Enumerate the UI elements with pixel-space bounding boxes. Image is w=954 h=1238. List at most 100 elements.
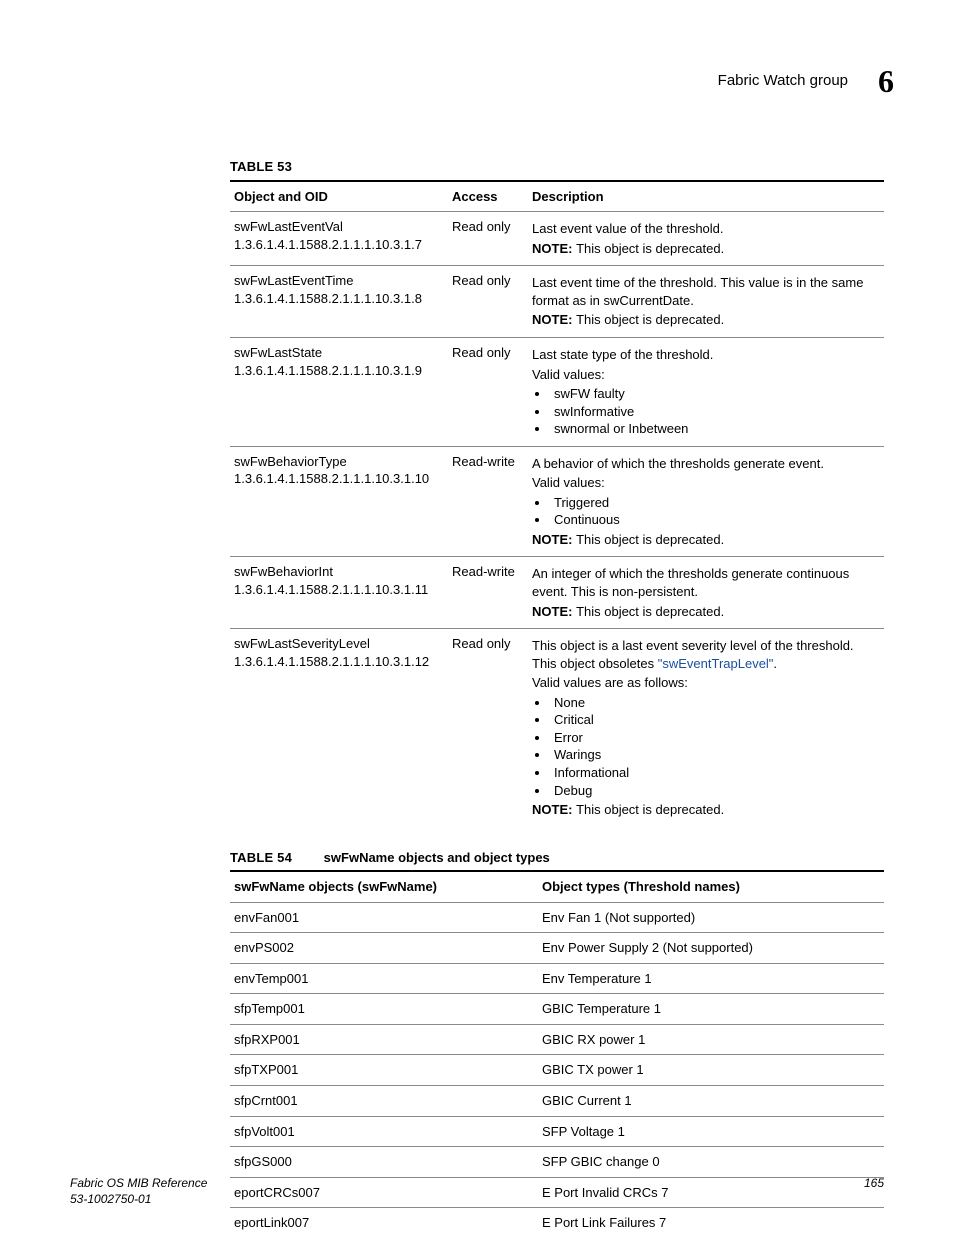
footer-left: Fabric OS MIB Reference 53-1002750-01 — [70, 1175, 207, 1207]
cell-name: sfpRXP001 — [230, 1025, 538, 1055]
cell-name: envTemp001 — [230, 964, 538, 994]
table-row: swFwLastEventTime1.3.6.1.4.1.1588.2.1.1.… — [230, 265, 884, 337]
table-row: sfpGS000SFP GBIC change 0 — [230, 1146, 884, 1177]
object-name: swFwLastSeverityLevel — [234, 635, 444, 653]
col-desc-header: Description — [528, 182, 884, 212]
cell-description: An integer of which the thresholds gener… — [528, 557, 884, 628]
cell-access: Read only — [448, 338, 528, 368]
cell-access: Read only — [448, 212, 528, 242]
desc-line: Last event time of the threshold. This v… — [532, 274, 880, 309]
object-oid: 1.3.6.1.4.1.1588.2.1.1.1.10.3.1.11 — [234, 581, 444, 599]
header-title: Fabric Watch group — [718, 71, 848, 91]
cell-type: Env Fan 1 (Not supported) — [538, 903, 884, 933]
cell-type: GBIC Temperature 1 — [538, 994, 884, 1024]
object-oid: 1.3.6.1.4.1.1588.2.1.1.1.10.3.1.7 — [234, 236, 444, 254]
table54-caption: swFwName objects and object types — [324, 850, 550, 865]
table54-header-row: swFwName objects (swFwName) Object types… — [230, 870, 884, 902]
note-text: This object is deprecated. — [576, 241, 724, 256]
footer-page-num: 165 — [864, 1175, 884, 1207]
cell-name: sfpVolt001 — [230, 1117, 538, 1147]
note-text: This object is deprecated. — [576, 604, 724, 619]
cross-ref-link[interactable]: "swEventTrapLevel" — [658, 656, 774, 671]
list-item: swnormal or Inbetween — [550, 420, 880, 438]
cell-name: eportLink007 — [230, 1208, 538, 1238]
table-row: sfpCrnt001GBIC Current 1 — [230, 1085, 884, 1116]
object-name: swFwLastEventTime — [234, 272, 444, 290]
cell-oid: swFwBehaviorType1.3.6.1.4.1.1588.2.1.1.1… — [230, 447, 448, 494]
cell-type: SFP GBIC change 0 — [538, 1147, 884, 1177]
list-item: swInformative — [550, 403, 880, 421]
content-area: TABLE 53 Object and OID Access Descripti… — [230, 158, 884, 1238]
note-label: NOTE: — [532, 532, 576, 547]
object-oid: 1.3.6.1.4.1.1588.2.1.1.1.10.3.1.10 — [234, 470, 444, 488]
desc-line: Last state type of the threshold. — [532, 346, 880, 364]
desc-line: Valid values: — [532, 474, 880, 492]
footer-doc-title: Fabric OS MIB Reference — [70, 1175, 207, 1191]
note-label: NOTE: — [532, 802, 576, 817]
object-name: swFwLastState — [234, 344, 444, 362]
table-row: swFwBehaviorInt1.3.6.1.4.1.1588.2.1.1.1.… — [230, 556, 884, 628]
table-row: envFan001Env Fan 1 (Not supported) — [230, 902, 884, 933]
col-oid-header: Object and OID — [230, 182, 448, 212]
object-oid: 1.3.6.1.4.1.1588.2.1.1.1.10.3.1.9 — [234, 362, 444, 380]
cell-name: sfpGS000 — [230, 1147, 538, 1177]
object-name: swFwLastEventVal — [234, 218, 444, 236]
col-b-header: Object types (Threshold names) — [538, 872, 884, 902]
list-item: Warings — [550, 746, 880, 764]
object-name: swFwBehaviorInt — [234, 563, 444, 581]
cell-type: Env Power Supply 2 (Not supported) — [538, 933, 884, 963]
page: Fabric Watch group 6 TABLE 53 Object and… — [0, 0, 954, 1235]
desc-line: A behavior of which the thresholds gener… — [532, 455, 880, 473]
object-name: swFwBehaviorType — [234, 453, 444, 471]
cell-description: Last event value of the threshold. NOTE: … — [528, 212, 884, 265]
list-item: Critical — [550, 711, 880, 729]
cell-name: envFan001 — [230, 903, 538, 933]
table53-label: TABLE 53 — [230, 159, 292, 174]
desc-line: An integer of which the thresholds gener… — [532, 565, 880, 600]
cell-type: GBIC TX power 1 — [538, 1055, 884, 1085]
footer-rev: 53-1002750-01 — [70, 1191, 207, 1207]
list-item: Continuous — [550, 511, 880, 529]
value-list: swFW faultyswInformativeswnormal or Inbe… — [550, 385, 880, 438]
list-item: Debug — [550, 782, 880, 800]
cell-oid: swFwLastSeverityLevel1.3.6.1.4.1.1588.2.… — [230, 629, 448, 676]
desc-line: Valid values are as follows: — [532, 674, 880, 692]
table-row: sfpRXP001GBIC RX power 1 — [230, 1024, 884, 1055]
col-access-header: Access — [448, 182, 528, 212]
cell-access: Read only — [448, 629, 528, 659]
desc-line: This object is a last event severity lev… — [532, 637, 880, 672]
value-list: TriggeredContinuous — [550, 494, 880, 529]
table-row: sfpTXP001GBIC TX power 1 — [230, 1054, 884, 1085]
note-text: This object is deprecated. — [576, 532, 724, 547]
table53-header-row: Object and OID Access Description — [230, 180, 884, 212]
cell-description: This object is a last event severity lev… — [528, 629, 884, 826]
note-text: This object is deprecated. — [576, 802, 724, 817]
cell-description: Last event time of the threshold. This v… — [528, 266, 884, 337]
table53-body: swFwLastEventVal1.3.6.1.4.1.1588.2.1.1.1… — [230, 211, 884, 826]
object-oid: 1.3.6.1.4.1.1588.2.1.1.1.10.3.1.8 — [234, 290, 444, 308]
cell-oid: swFwBehaviorInt1.3.6.1.4.1.1588.2.1.1.1.… — [230, 557, 448, 604]
object-oid: 1.3.6.1.4.1.1588.2.1.1.1.10.3.1.12 — [234, 653, 444, 671]
note-line: NOTE: This object is deprecated. — [532, 531, 880, 549]
table-row: sfpVolt001SFP Voltage 1 — [230, 1116, 884, 1147]
table-row: eportLink007E Port Link Failures 7 — [230, 1207, 884, 1238]
list-item: swFW faulty — [550, 385, 880, 403]
note-line: NOTE: This object is deprecated. — [532, 240, 880, 258]
page-header: Fabric Watch group 6 — [70, 60, 894, 103]
table-row: swFwLastSeverityLevel1.3.6.1.4.1.1588.2.… — [230, 628, 884, 826]
table-row: swFwLastState1.3.6.1.4.1.1588.2.1.1.1.10… — [230, 337, 884, 446]
table54-label: TABLE 54 — [230, 850, 292, 865]
cell-oid: swFwLastState1.3.6.1.4.1.1588.2.1.1.1.10… — [230, 338, 448, 385]
cell-name: envPS002 — [230, 933, 538, 963]
desc-line: Last event value of the threshold. — [532, 220, 880, 238]
cell-type: GBIC RX power 1 — [538, 1025, 884, 1055]
chapter-number: 6 — [878, 60, 894, 103]
page-footer: Fabric OS MIB Reference 53-1002750-01 16… — [70, 1175, 884, 1207]
table-row: swFwBehaviorType1.3.6.1.4.1.1588.2.1.1.1… — [230, 446, 884, 557]
list-item: None — [550, 694, 880, 712]
cell-access: Read-write — [448, 447, 528, 477]
note-label: NOTE: — [532, 312, 576, 327]
table-row: envPS002Env Power Supply 2 (Not supporte… — [230, 932, 884, 963]
list-item: Error — [550, 729, 880, 747]
value-list: NoneCriticalErrorWaringsInformationalDeb… — [550, 694, 880, 799]
